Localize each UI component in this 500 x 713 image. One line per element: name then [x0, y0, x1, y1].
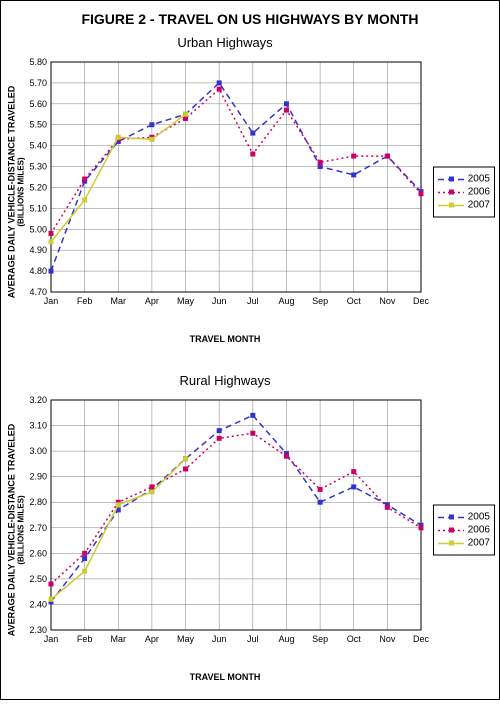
- legend-label: 2006: [468, 187, 490, 198]
- svg-text:5.00: 5.00: [29, 224, 47, 234]
- svg-text:5.10: 5.10: [29, 203, 47, 213]
- svg-text:Dec: Dec: [413, 634, 430, 644]
- svg-text:5.70: 5.70: [29, 78, 47, 88]
- svg-text:Feb: Feb: [77, 634, 93, 644]
- svg-text:Jul: Jul: [247, 634, 259, 644]
- svg-text:Sep: Sep: [312, 634, 328, 644]
- legend-swatch-icon: [438, 538, 464, 548]
- legend-swatch-icon: [438, 174, 464, 184]
- svg-text:Oct: Oct: [347, 296, 362, 306]
- legend-label: 2007: [468, 200, 490, 211]
- legend-label: 2006: [468, 525, 490, 536]
- svg-text:2.90: 2.90: [29, 472, 47, 482]
- urban-chart-area: AVERAGE DAILY VEHICLE-DISTANCE TRAVELED …: [1, 52, 499, 332]
- legend-swatch-icon: [438, 200, 464, 210]
- svg-text:5.20: 5.20: [29, 182, 47, 192]
- rural-y-axis-label: AVERAGE DAILY VEHICLE-DISTANCE TRAVELED …: [8, 400, 27, 660]
- svg-text:May: May: [177, 634, 195, 644]
- rural-x-axis-label: TRAVEL MONTH: [1, 672, 499, 682]
- legend-label: 2005: [468, 174, 490, 185]
- legend-item-2005: 2005: [438, 512, 490, 523]
- svg-text:Nov: Nov: [379, 296, 396, 306]
- legend-label: 2005: [468, 512, 490, 523]
- y-label-line1: AVERAGE DAILY VEHICLE-DISTANCE TRAVELED: [7, 424, 17, 637]
- legend-swatch-icon: [438, 525, 464, 535]
- urban-y-axis-label: AVERAGE DAILY VEHICLE-DISTANCE TRAVELED …: [8, 62, 27, 322]
- rural-chart-area: AVERAGE DAILY VEHICLE-DISTANCE TRAVELED …: [1, 390, 499, 670]
- y-label-line1: AVERAGE DAILY VEHICLE-DISTANCE TRAVELED: [7, 86, 17, 299]
- svg-text:3.00: 3.00: [29, 446, 47, 456]
- svg-text:Sep: Sep: [312, 296, 328, 306]
- svg-text:Jan: Jan: [44, 634, 59, 644]
- svg-text:Aug: Aug: [278, 296, 294, 306]
- svg-text:2.40: 2.40: [29, 599, 47, 609]
- legend-item-2006: 2006: [438, 187, 490, 198]
- legend-item-2007: 2007: [438, 538, 490, 549]
- svg-text:5.80: 5.80: [29, 57, 47, 67]
- legend-swatch-icon: [438, 187, 464, 197]
- svg-text:5.50: 5.50: [29, 120, 47, 130]
- svg-text:3.20: 3.20: [29, 395, 47, 405]
- y-label-line2: (BILLIONS MILES): [18, 62, 27, 322]
- urban-legend: 2005 2006 2007: [433, 167, 495, 218]
- figure-container: FIGURE 2 - TRAVEL ON US HIGHWAYS BY MONT…: [0, 0, 500, 700]
- y-label-line2: (BILLIONS MILES): [18, 400, 27, 660]
- svg-text:Jun: Jun: [212, 634, 227, 644]
- svg-text:Apr: Apr: [145, 634, 159, 644]
- legend-swatch-icon: [438, 512, 464, 522]
- legend-item-2005: 2005: [438, 174, 490, 185]
- legend-item-2007: 2007: [438, 200, 490, 211]
- urban-subtitle: Urban Highways: [1, 35, 499, 50]
- svg-text:2.80: 2.80: [29, 497, 47, 507]
- urban-x-axis-label: TRAVEL MONTH: [1, 334, 499, 344]
- svg-text:2.70: 2.70: [29, 523, 47, 533]
- svg-text:4.80: 4.80: [29, 266, 47, 276]
- svg-text:May: May: [177, 296, 195, 306]
- svg-text:Jun: Jun: [212, 296, 227, 306]
- rural-subtitle: Rural Highways: [1, 373, 499, 388]
- svg-text:Jan: Jan: [44, 296, 59, 306]
- svg-text:2.60: 2.60: [29, 548, 47, 558]
- rural-chart-block: Rural Highways AVERAGE DAILY VEHICLE-DIS…: [1, 373, 499, 713]
- legend-label: 2007: [468, 538, 490, 549]
- svg-text:Mar: Mar: [111, 296, 127, 306]
- svg-text:Jul: Jul: [247, 296, 259, 306]
- rural-chart-svg: 2.302.402.502.602.702.802.903.003.103.20…: [1, 390, 431, 660]
- svg-text:5.40: 5.40: [29, 141, 47, 151]
- figure-title: FIGURE 2 - TRAVEL ON US HIGHWAYS BY MONT…: [1, 1, 499, 27]
- svg-text:Oct: Oct: [347, 634, 362, 644]
- legend-item-2006: 2006: [438, 525, 490, 536]
- svg-text:Nov: Nov: [379, 634, 396, 644]
- svg-text:Mar: Mar: [111, 634, 127, 644]
- svg-text:Feb: Feb: [77, 296, 93, 306]
- svg-text:5.60: 5.60: [29, 99, 47, 109]
- urban-chart-svg: 4.704.804.905.005.105.205.305.405.505.60…: [1, 52, 431, 322]
- svg-text:4.90: 4.90: [29, 245, 47, 255]
- svg-text:2.50: 2.50: [29, 574, 47, 584]
- svg-text:Aug: Aug: [278, 634, 294, 644]
- svg-text:5.30: 5.30: [29, 162, 47, 172]
- svg-text:Apr: Apr: [145, 296, 159, 306]
- svg-text:Dec: Dec: [413, 296, 430, 306]
- svg-text:3.10: 3.10: [29, 421, 47, 431]
- urban-chart-block: Urban Highways AVERAGE DAILY VEHICLE-DIS…: [1, 35, 499, 365]
- rural-legend: 2005 2006 2007: [433, 505, 495, 556]
